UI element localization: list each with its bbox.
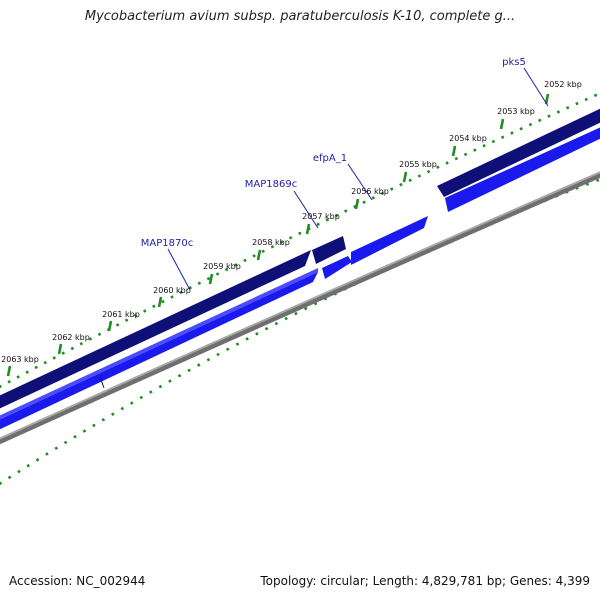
tick-label: 2058 kbp <box>252 238 290 247</box>
forward-gene-bar <box>312 236 346 264</box>
reverse-gene-bar <box>322 256 352 279</box>
tick-label: 2054 kbp <box>449 134 487 143</box>
reverse-strand-track <box>0 127 600 430</box>
tick-label: 2056 kbp <box>351 187 389 196</box>
gene-label-leader <box>523 67 549 107</box>
tick-label: 2062 kbp <box>52 333 90 342</box>
tick-mark <box>402 171 408 183</box>
gene-label: MAP1870c <box>141 238 193 249</box>
tick-mark <box>157 296 163 308</box>
reverse-gene-bar <box>445 127 600 212</box>
tick-label: 2063 kbp <box>1 355 39 364</box>
tick-mark <box>499 118 505 130</box>
gene-labels: pks5 efpA_1 MAP1869c MAP1870c <box>141 57 549 291</box>
map-title: Mycobacterium avium subsp. paratuberculo… <box>84 9 516 24</box>
tick-label: 2057 kbp <box>302 212 340 221</box>
backbone-shadow <box>0 172 600 445</box>
tick-mark <box>451 145 457 157</box>
tick-mark <box>256 249 262 261</box>
tick-label: 2060 kbp <box>153 286 191 295</box>
gene-label-leader <box>347 163 373 201</box>
genome-summary: Topology: circular; Length: 4,829,781 bp… <box>260 574 590 588</box>
tick-mark <box>107 320 113 332</box>
backbone <box>0 171 600 440</box>
reverse-gene-bar <box>0 272 318 430</box>
tick-mark <box>544 93 550 105</box>
forward-gene-bar <box>437 108 600 197</box>
gene-label: pks5 <box>502 57 526 68</box>
gene-label: MAP1869c <box>245 179 297 190</box>
reverse-gene-boundary <box>99 376 105 389</box>
gene-label-leader <box>293 190 319 229</box>
forward-gene-bar <box>0 250 311 409</box>
kbp-ticks: 2052 kbp 2053 kbp 2054 kbp 2055 kbp 2056 kbp… <box>1 80 582 377</box>
tick-mark <box>57 343 63 355</box>
tick-label: 2053 kbp <box>497 107 535 116</box>
tick-label: 2055 kbp <box>399 160 437 169</box>
tick-mark <box>305 223 311 235</box>
tick-mark <box>354 198 360 210</box>
outer-tick-ring <box>0 91 600 389</box>
accession-label: Accession: NC_002944 <box>9 574 146 588</box>
reverse-gene-bar <box>351 216 428 265</box>
tick-label: 2052 kbp <box>544 80 582 89</box>
tick-mark <box>6 365 12 377</box>
forward-strand-track <box>0 108 600 409</box>
tick-label: 2061 kbp <box>102 310 140 319</box>
gene-label: efpA_1 <box>313 153 347 164</box>
inner-tick-ring <box>0 178 600 486</box>
gene-label-leader <box>167 248 191 291</box>
reverse-gene-bar <box>0 268 318 420</box>
tick-mark <box>208 273 214 285</box>
tick-label: 2059 kbp <box>203 262 241 271</box>
